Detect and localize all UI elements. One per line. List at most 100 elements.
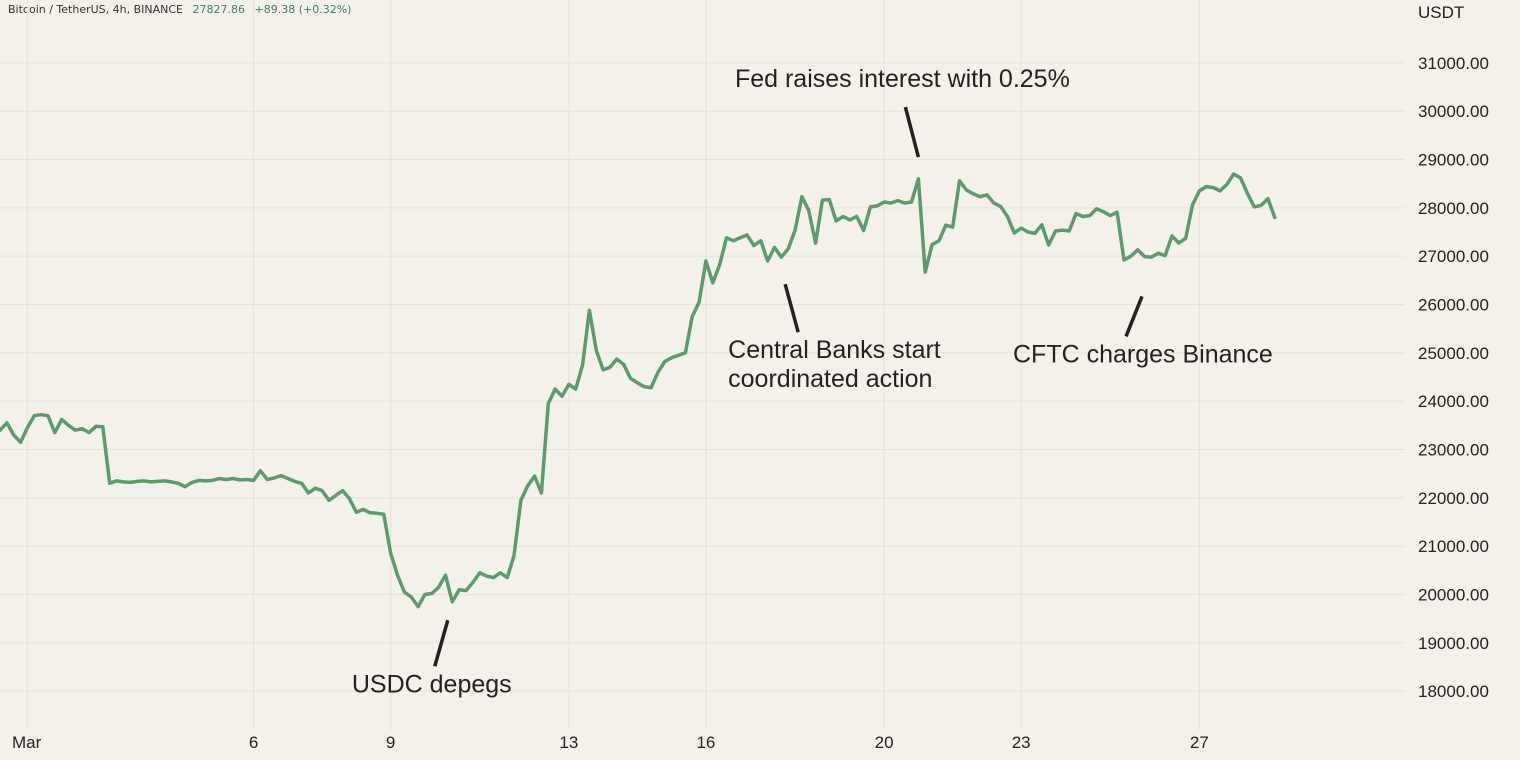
price-point [382, 512, 386, 516]
price-point [416, 605, 420, 608]
price-point [1245, 191, 1249, 195]
price-point [656, 370, 660, 374]
price-point [814, 241, 817, 245]
price-point [759, 239, 763, 243]
y-tick-label: 19000.00 [1418, 634, 1489, 653]
price-point [1019, 226, 1023, 230]
price-point [259, 469, 262, 473]
price-point [80, 427, 84, 431]
price-point [889, 201, 893, 205]
price-point [964, 188, 968, 192]
annotation-label: CFTC charges Binance [1013, 340, 1273, 368]
price-point [526, 484, 530, 488]
price-point [156, 480, 160, 483]
price-point [450, 600, 454, 604]
price-point [197, 479, 201, 482]
price-point [1266, 197, 1270, 201]
price-point [169, 480, 173, 484]
price-point [512, 554, 516, 558]
price-point [1232, 172, 1236, 176]
price-point [1095, 207, 1098, 211]
price-point [1129, 254, 1133, 258]
price-point [642, 385, 646, 389]
x-tick-label: Mar [12, 733, 42, 752]
price-point [176, 481, 180, 485]
price-point [985, 193, 989, 197]
price-point [560, 394, 564, 398]
price-point [368, 511, 372, 515]
price-point [265, 478, 269, 481]
price-point [855, 215, 859, 218]
price-point [1136, 248, 1140, 252]
price-point [0, 428, 2, 432]
price-point [444, 573, 447, 577]
price-point [574, 387, 578, 391]
price-point [1060, 228, 1064, 232]
price-point [670, 356, 674, 360]
symbol-label: Bitcoin / TetherUS, 4h, BINANCE [8, 3, 184, 16]
price-point [211, 479, 214, 482]
price-point [827, 198, 831, 202]
price-point [779, 255, 783, 259]
annotation-label: coordinated action [728, 365, 932, 393]
price-point [999, 204, 1003, 208]
price-point [992, 201, 996, 205]
price-point [821, 198, 824, 202]
price-point [464, 589, 468, 593]
price-point [478, 571, 482, 575]
price-point [12, 433, 16, 437]
price-point [1088, 214, 1092, 217]
price-point [553, 387, 557, 391]
currency-label: USDT [1418, 3, 1465, 22]
price-point [115, 479, 118, 483]
price-point [354, 510, 358, 514]
price-point [718, 263, 722, 267]
price-point [245, 478, 249, 481]
price-point [1047, 243, 1051, 247]
price-point [862, 229, 865, 232]
price-point [1273, 216, 1277, 219]
price-point [1211, 186, 1215, 189]
price-point [1204, 185, 1208, 188]
price-point [1177, 241, 1181, 245]
price-point [903, 201, 907, 205]
price-point [1074, 212, 1078, 216]
price-point [971, 192, 975, 196]
price-point [39, 413, 43, 417]
price-point [341, 489, 345, 492]
price-point [26, 426, 29, 430]
y-tick-label: 25000.00 [1418, 344, 1489, 363]
price-point [581, 363, 584, 367]
price-point [1006, 215, 1009, 218]
price-point [121, 480, 125, 484]
price-point [697, 300, 701, 304]
price-point [773, 246, 776, 249]
price-point [663, 360, 667, 363]
y-tick-label: 26000.00 [1418, 296, 1489, 315]
price-point [1191, 203, 1194, 207]
price-point [101, 425, 105, 429]
price-point [67, 423, 70, 427]
price-point [910, 200, 913, 204]
price-point [73, 428, 77, 432]
x-tick-label: 20 [875, 733, 894, 752]
price-point [629, 377, 632, 380]
annotation-tick [903, 106, 921, 158]
price-point [320, 489, 324, 492]
price-point [738, 236, 742, 240]
price-point [930, 243, 934, 246]
price-point [389, 552, 393, 555]
price-point [848, 218, 852, 222]
annotation-tick [783, 283, 800, 333]
price-point [841, 215, 845, 218]
price-point [1239, 176, 1242, 180]
price-point [896, 199, 900, 202]
x-tick-label: 23 [1012, 733, 1031, 752]
y-tick-label: 30000.00 [1418, 102, 1489, 121]
annotation-tick [433, 619, 450, 667]
price-point [348, 497, 351, 501]
price-point [396, 573, 399, 577]
price-point [293, 480, 297, 483]
